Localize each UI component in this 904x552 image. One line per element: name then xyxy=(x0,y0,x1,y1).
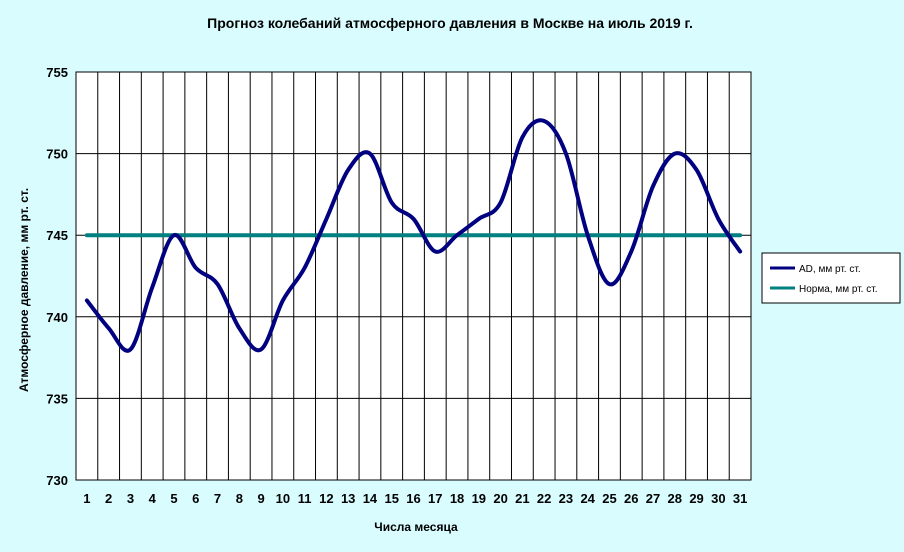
x-axis-label: Числа месяца xyxy=(374,520,458,534)
x-tick-label: 8 xyxy=(236,491,243,506)
legend: AD, мм рт. ст. Норма, мм рт. ст. xyxy=(761,252,901,304)
x-tick-label: 2 xyxy=(105,491,112,506)
x-tick-label: 14 xyxy=(363,491,378,506)
y-axis-ticks: 730 735 740 745 750 755 xyxy=(46,65,68,488)
x-tick-label: 19 xyxy=(472,491,486,506)
x-axis-ticks: 1 2 3 4 5 6 7 8 9 10 11 12 13 14 15 16 17 18 19 20 21 22 23 24 2… xyxy=(83,491,747,506)
x-tick-label: 31 xyxy=(733,491,747,506)
y-tick-label: 735 xyxy=(46,391,68,406)
x-tick-label: 3 xyxy=(127,491,134,506)
series-layer xyxy=(84,118,743,353)
y-tick-label: 755 xyxy=(46,65,68,80)
x-tick-label: 6 xyxy=(192,491,199,506)
legend-label-ad: AD, мм рт. ст. xyxy=(799,264,861,275)
x-tick-label: 11 xyxy=(298,491,312,506)
x-tick-label: 7 xyxy=(214,491,221,506)
x-tick-label: 4 xyxy=(149,491,157,506)
legend-label-norm: Норма, мм рт. ст. xyxy=(799,284,878,295)
x-tick-label: 15 xyxy=(384,491,398,506)
x-tick-label: 13 xyxy=(341,491,355,506)
x-tick-label: 12 xyxy=(319,491,333,506)
plot-area xyxy=(75,71,752,481)
x-tick-label: 22 xyxy=(537,491,551,506)
y-tick-label: 745 xyxy=(46,228,68,243)
x-tick-label: 1 xyxy=(83,491,90,506)
x-tick-label: 28 xyxy=(668,491,682,506)
x-tick-label: 5 xyxy=(170,491,177,506)
legend-box xyxy=(761,252,901,304)
x-tick-label: 18 xyxy=(450,491,464,506)
series-line-ad xyxy=(84,118,743,353)
y-tick-label: 740 xyxy=(46,310,68,325)
y-axis-label: Атмосферное давление, мм рт. ст. xyxy=(17,188,31,392)
x-tick-label: 24 xyxy=(580,491,595,506)
x-tick-label: 17 xyxy=(428,491,442,506)
x-tick-label: 9 xyxy=(257,491,264,506)
x-tick-label: 25 xyxy=(602,491,616,506)
x-tick-label: 16 xyxy=(406,491,420,506)
x-tick-label: 30 xyxy=(711,491,725,506)
y-tick-label: 730 xyxy=(46,473,68,488)
x-tick-label: 23 xyxy=(559,491,573,506)
chart-title: Прогноз колебаний атмосферного давления … xyxy=(207,15,693,31)
y-tick-label: 750 xyxy=(46,147,68,162)
x-tick-label: 26 xyxy=(624,491,638,506)
x-tick-label: 20 xyxy=(493,491,507,506)
x-tick-label: 21 xyxy=(515,491,529,506)
x-tick-label: 10 xyxy=(276,491,290,506)
x-tick-label: 27 xyxy=(646,491,660,506)
x-tick-label: 29 xyxy=(689,491,703,506)
